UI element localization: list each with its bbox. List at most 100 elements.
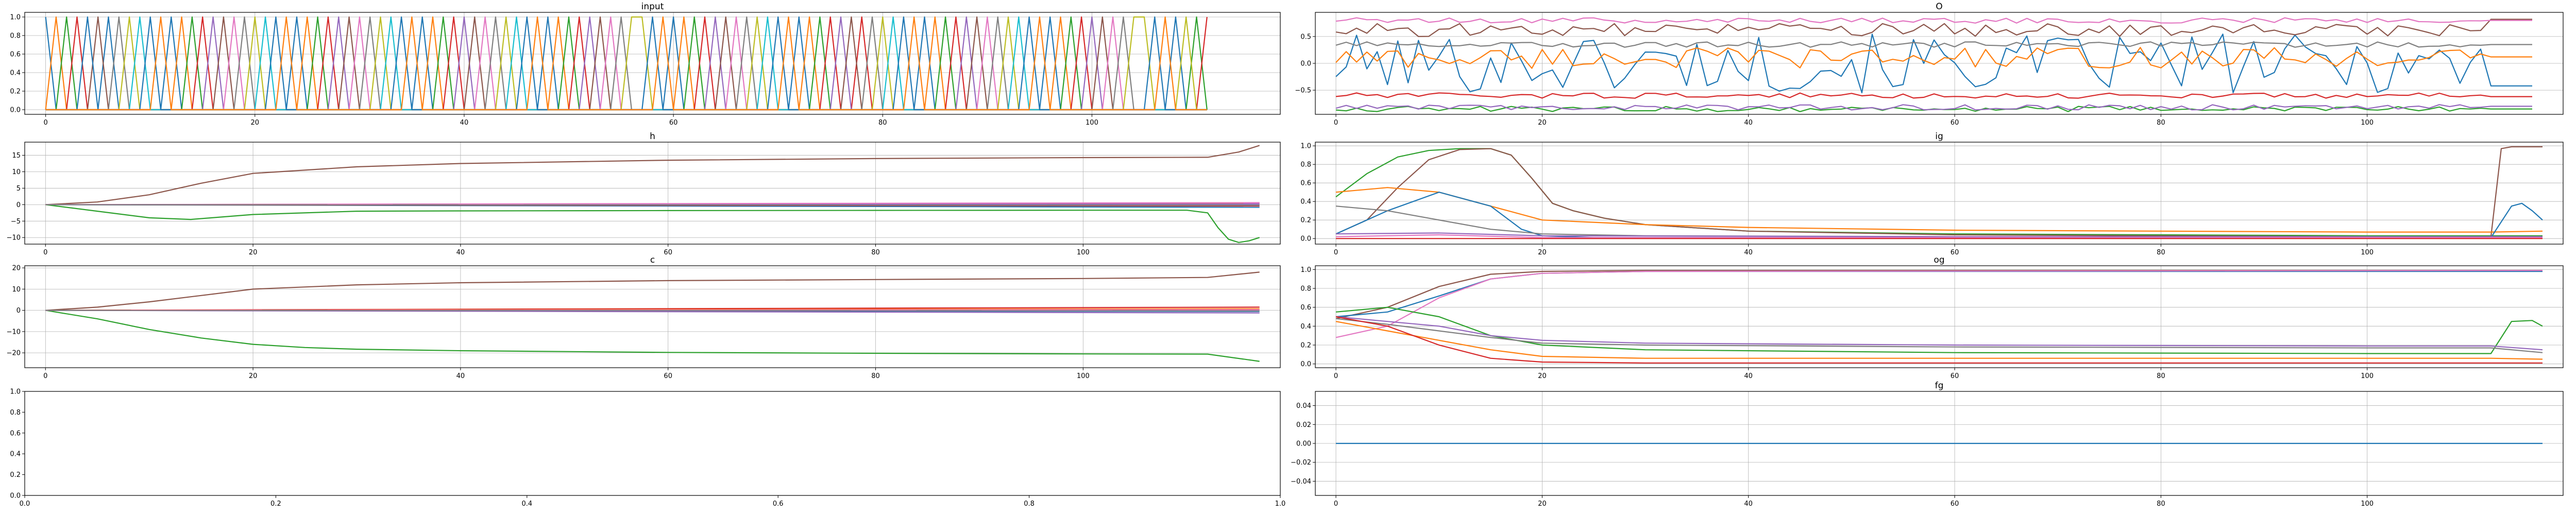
x-tick-label: 0.0 (20, 500, 30, 508)
series-group (1335, 270, 2543, 364)
y-tick-label: 0.8 (1300, 161, 1311, 169)
x-tick-label: 80 (2157, 372, 2165, 380)
panel-empty: 0.0 0.2 0.4 0.6 0.8 1.0 0.0 0.2 0.4 0.6 0.8 1.0 (10, 388, 1285, 508)
y-tick-label: 0.0 (1300, 235, 1311, 243)
x-tick-label: 60 (1951, 372, 1959, 380)
series-group (45, 16, 1208, 111)
series-line (45, 271, 1260, 311)
x-tick-label: 40 (1744, 500, 1753, 508)
x-tick-label: 1.0 (1275, 500, 1286, 508)
y-tick-label: 0 (16, 201, 21, 209)
series-line (1335, 17, 2532, 24)
x-tick-label: 0 (43, 119, 47, 127)
x-tick-label: 20 (251, 119, 260, 127)
y-tick-label: 0.8 (10, 409, 21, 417)
series-line (1335, 316, 2543, 364)
y-tick-label: 0 (16, 307, 21, 315)
y-tick-label: 0.4 (10, 70, 21, 77)
series-line (45, 204, 1260, 243)
series-line (1335, 104, 2532, 111)
panel-input: 0 20 40 60 80 100 0.0 0.2 0.4 0.6 0.8 1.0 input (10, 2, 1281, 127)
series-line (1335, 321, 2543, 360)
x-tick-label: 20 (1538, 372, 1547, 380)
series-line (1335, 318, 2543, 353)
x-tick-label: 60 (664, 372, 672, 380)
series-line (1335, 270, 2543, 319)
panel-fg: 0 20 40 60 80 100 −0.04 −0.02 0.00 0.02 0.04 fg (1291, 381, 2564, 508)
panel-title: ig (1935, 131, 1943, 142)
series-line (1335, 316, 2543, 351)
series-line (1335, 306, 2543, 354)
y-tick-label: 20 (12, 265, 21, 272)
axes-frame (24, 12, 1281, 115)
series-line (1335, 146, 2543, 237)
y-tick-label: 1.0 (10, 14, 21, 22)
x-tick-label: 0 (1334, 372, 1338, 380)
y-tick-label: −0.5 (1295, 87, 1311, 95)
y-tick-label: 0.0 (1300, 360, 1311, 368)
y-tick-label: −5 (11, 218, 21, 226)
x-tick-label: 60 (664, 249, 672, 256)
y-tick-label: 0.00 (1296, 440, 1311, 448)
panel-ig: 0 20 40 60 80 100 0.0 0.2 0.4 0.6 0.8 1.0 ig (1300, 131, 2564, 256)
y-tick-label: 0.6 (1300, 304, 1311, 312)
series-line (1335, 232, 2543, 237)
y-tick-label: 0.0 (1300, 60, 1311, 68)
y-tick-label: 0.4 (1300, 198, 1311, 206)
y-tick-label: 0.0 (10, 107, 21, 114)
x-tick-label: 100 (2361, 372, 2374, 380)
panel-o: 0 20 40 60 80 100 −0.5 0.0 0.5 O (1295, 2, 2564, 127)
y-tick-label: −10 (7, 234, 21, 242)
y-tick-label: 0.6 (1300, 180, 1311, 187)
y-tick-label: 10 (12, 286, 21, 294)
y-tick-label: 1.0 (1300, 143, 1311, 150)
y-tick-label: 1.0 (10, 388, 21, 396)
x-tick-label: 100 (2361, 500, 2374, 508)
series-group (45, 145, 1260, 243)
y-tick-label: −20 (7, 350, 21, 357)
x-tick-label: 0 (43, 372, 47, 380)
x-tick-label: 100 (1077, 372, 1090, 380)
y-tick-label: 0.8 (1300, 285, 1311, 293)
x-tick-label: 100 (1086, 119, 1098, 127)
y-tick-label: 0.8 (10, 32, 21, 40)
y-tick-label: 10 (12, 168, 21, 176)
x-tick-label: 60 (669, 119, 678, 127)
series-line (45, 204, 1260, 206)
series-line (1335, 270, 2543, 338)
x-tick-label: 80 (2157, 249, 2165, 256)
x-tick-label: 40 (460, 119, 469, 127)
panel-title: og (1934, 255, 1944, 265)
y-tick-label: 0.2 (1300, 217, 1311, 225)
series-line (1335, 92, 2532, 99)
x-tick-label: 60 (1951, 249, 1959, 256)
x-tick-label: 60 (1951, 500, 1959, 508)
series-line (1335, 19, 2532, 38)
series-line (1335, 270, 2543, 318)
y-tick-label: −0.02 (1291, 459, 1311, 467)
x-tick-label: 0.6 (773, 500, 784, 508)
x-tick-label: 20 (1538, 500, 1547, 508)
y-tick-label: 0.5 (1300, 33, 1311, 41)
series-line (45, 145, 1260, 205)
series-group (1335, 146, 2543, 239)
series-group (45, 271, 1260, 362)
y-tick-label: 0.04 (1296, 402, 1311, 410)
y-tick-label: 0.2 (10, 471, 21, 479)
x-tick-label: 100 (1077, 249, 1090, 256)
series-group (1335, 17, 2532, 112)
x-tick-label: 80 (871, 249, 880, 256)
axes-frame (24, 142, 1281, 245)
x-tick-label: 60 (1951, 119, 1959, 127)
series-line (1335, 47, 2532, 69)
series-line (45, 16, 1207, 111)
x-tick-label: 80 (871, 372, 880, 380)
series-line (45, 310, 1260, 362)
y-tick-label: 0.6 (10, 430, 21, 437)
x-tick-label: 40 (1744, 119, 1753, 127)
axes-frame (1315, 265, 2564, 368)
axes-frame (24, 391, 1281, 496)
x-tick-label: 100 (2361, 249, 2374, 256)
panel-og: 0 20 40 60 80 100 0.0 0.2 0.4 0.6 0.8 1.0 og (1300, 255, 2564, 380)
